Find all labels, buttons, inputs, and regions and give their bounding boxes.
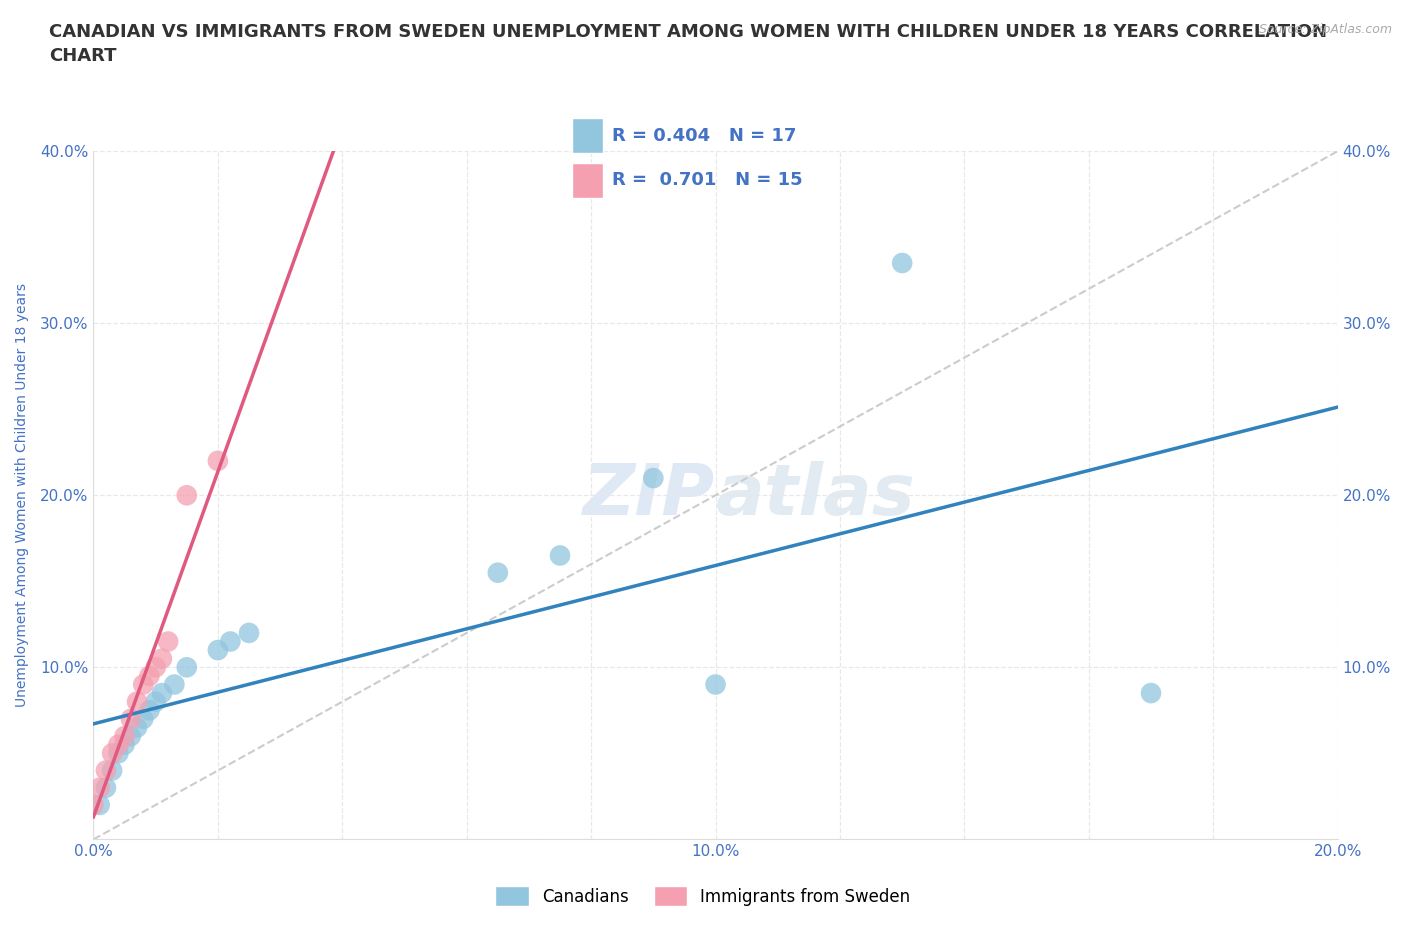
Point: [486, 565, 509, 580]
Point: [157, 634, 180, 649]
Point: [150, 685, 173, 700]
Text: ZIP: ZIP: [583, 460, 716, 530]
Point: [120, 729, 142, 744]
Point: [89, 780, 111, 795]
FancyBboxPatch shape: [572, 118, 603, 153]
Point: [101, 764, 124, 778]
Point: [891, 256, 914, 271]
Point: [548, 548, 571, 563]
Point: [219, 634, 242, 649]
Y-axis label: Unemployment Among Women with Children Under 18 years: Unemployment Among Women with Children U…: [15, 284, 30, 708]
FancyBboxPatch shape: [572, 163, 603, 198]
Point: [207, 454, 229, 469]
Point: [704, 677, 727, 692]
Point: [107, 737, 129, 752]
Point: [101, 746, 124, 761]
Point: [107, 746, 129, 761]
Point: [643, 471, 665, 485]
Point: [125, 695, 148, 710]
Point: [238, 626, 260, 641]
Point: [150, 651, 173, 666]
Point: [125, 720, 148, 735]
Point: [132, 677, 155, 692]
Point: [207, 643, 229, 658]
Point: [176, 488, 198, 503]
Point: [138, 669, 160, 684]
Text: CANADIAN VS IMMIGRANTS FROM SWEDEN UNEMPLOYMENT AMONG WOMEN WITH CHILDREN UNDER : CANADIAN VS IMMIGRANTS FROM SWEDEN UNEMP…: [49, 23, 1327, 65]
Point: [114, 737, 136, 752]
Legend: Canadians, Immigrants from Sweden: Canadians, Immigrants from Sweden: [489, 880, 917, 912]
Point: [114, 729, 136, 744]
Point: [120, 711, 142, 726]
Text: atlas: atlas: [716, 460, 915, 530]
Text: R = 0.404   N = 17: R = 0.404 N = 17: [612, 126, 796, 145]
Point: [1140, 685, 1163, 700]
Point: [145, 660, 167, 675]
Point: [94, 764, 117, 778]
Point: [82, 798, 104, 813]
Point: [145, 695, 167, 710]
Point: [94, 780, 117, 795]
Point: [138, 703, 160, 718]
Text: R =  0.701   N = 15: R = 0.701 N = 15: [612, 171, 803, 190]
Point: [163, 677, 186, 692]
Text: Source: ZipAtlas.com: Source: ZipAtlas.com: [1258, 23, 1392, 36]
Point: [132, 711, 155, 726]
Point: [176, 660, 198, 675]
Point: [89, 798, 111, 813]
